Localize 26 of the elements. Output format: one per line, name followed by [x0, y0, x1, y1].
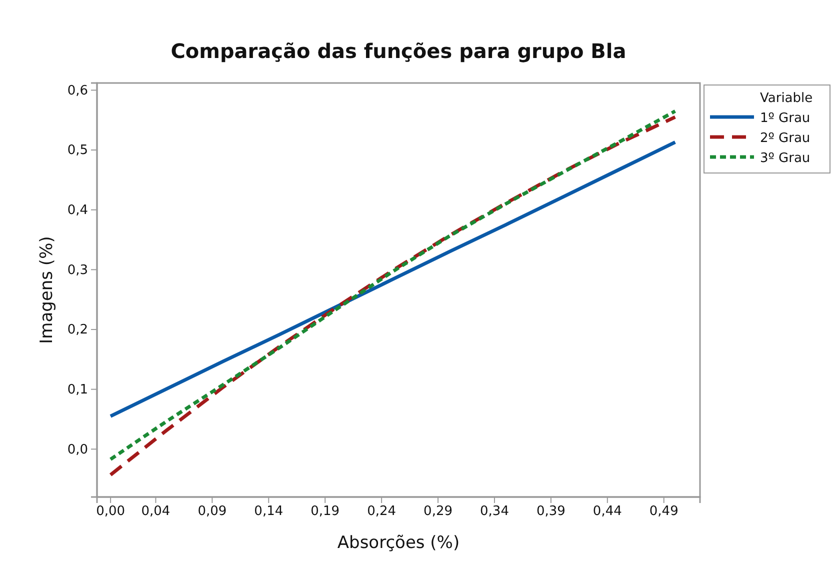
legend-title: Variable [760, 91, 813, 106]
legend-label: 3º Grau [760, 151, 810, 166]
y-tick-label: 0,6 [67, 83, 88, 98]
x-tick-label: 0,44 [592, 504, 622, 520]
y-tick-label: 0,2 [67, 322, 88, 338]
x-tick-label: 0,04 [141, 504, 170, 520]
legend-label: 2º Grau [760, 131, 810, 146]
x-tick-label: 0,09 [198, 504, 227, 520]
line-series [108, 140, 677, 418]
x-tick-label: 0,34 [480, 504, 509, 520]
y-tick-label: 0,3 [67, 262, 88, 278]
chart-title: Comparação das funções para grupo Bla [170, 39, 626, 63]
y-tick-label: 0,5 [67, 143, 88, 158]
x-axis-title: Absorções (%) [337, 533, 460, 553]
x-tick-label: 0,29 [424, 504, 452, 520]
y-tick-label: 0,4 [67, 202, 88, 218]
x-tick-label: 0,14 [254, 504, 284, 520]
x-tick-label: 0,19 [310, 504, 340, 520]
y-tick-label: 0,0 [67, 442, 88, 458]
x-tick-label: 0,00 [96, 504, 126, 520]
legend-label: 1º Grau [760, 111, 810, 126]
y-axis-title: Imagens (%) [37, 236, 57, 344]
x-tick-label: 0,39 [536, 504, 566, 520]
x-tick-label: 0,49 [649, 504, 678, 520]
y-tick-label: 0,1 [67, 382, 88, 398]
x-tick-label: 0,24 [367, 504, 396, 520]
